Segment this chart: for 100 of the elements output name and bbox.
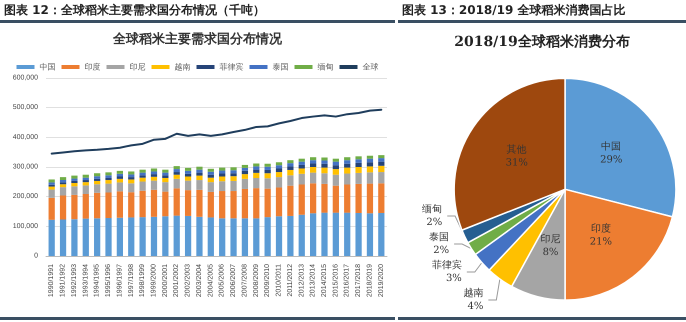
- bar: [105, 178, 112, 180]
- bar: [71, 219, 78, 256]
- bar: [82, 218, 89, 256]
- bar: [344, 174, 350, 185]
- bar: [208, 174, 214, 178]
- bar: [196, 176, 203, 180]
- bar: [174, 188, 180, 216]
- bar: [82, 174, 89, 178]
- bar: [378, 183, 384, 213]
- bar: [287, 175, 294, 186]
- chart-title: 图表 12：全球稻米主要需求国分布情况（千吨）: [0, 0, 395, 23]
- bar: [105, 218, 112, 256]
- bar: [184, 168, 192, 171]
- bar: [230, 191, 237, 218]
- bar: [150, 168, 158, 172]
- bar: [71, 176, 78, 179]
- bar: [162, 175, 168, 178]
- bar: [82, 194, 89, 219]
- bar: [366, 158, 374, 162]
- bar: [298, 174, 305, 185]
- bar: [162, 216, 168, 256]
- bar: [116, 182, 124, 192]
- bar: [242, 178, 248, 189]
- bar: [94, 176, 100, 179]
- bar: [366, 172, 374, 184]
- bar: [264, 178, 271, 189]
- bar: [162, 182, 168, 192]
- bar: [174, 178, 180, 188]
- bar: [332, 169, 339, 175]
- bar: [139, 172, 146, 176]
- bar: [287, 163, 294, 166]
- bar: [264, 164, 271, 167]
- data-label: 8%: [542, 246, 558, 258]
- bar: [321, 173, 328, 184]
- bar: [174, 172, 180, 175]
- bar: [355, 184, 362, 213]
- bar: [253, 166, 260, 170]
- bar: [332, 165, 339, 170]
- bar: [48, 182, 55, 185]
- bar: [116, 174, 124, 176]
- bar: [94, 192, 100, 218]
- bar: [332, 186, 339, 213]
- bar: [208, 217, 214, 256]
- bar: [253, 163, 260, 166]
- slice-label: 缅甸: [422, 203, 442, 215]
- bar: [219, 170, 226, 174]
- bar: [139, 178, 146, 182]
- bar: [128, 171, 134, 174]
- bar: [219, 176, 226, 182]
- bar: [184, 170, 192, 174]
- bar: [264, 217, 271, 256]
- bar: [94, 184, 100, 193]
- bar: [128, 217, 134, 256]
- bar: [344, 184, 350, 213]
- bar: [219, 168, 226, 171]
- bar: [184, 174, 192, 176]
- bar: [321, 164, 328, 168]
- bar: [253, 170, 260, 173]
- bar: [128, 174, 134, 178]
- bar: [355, 172, 362, 184]
- bar: [264, 188, 271, 218]
- bar: [298, 214, 305, 256]
- bar: [162, 170, 168, 173]
- bar: [321, 168, 328, 174]
- bar: [94, 180, 100, 184]
- bar: [230, 167, 237, 170]
- bar: [321, 212, 328, 256]
- bar: [150, 171, 158, 174]
- bar: [242, 164, 248, 168]
- bar: [298, 162, 305, 165]
- bar: [287, 186, 294, 216]
- bar: [253, 188, 260, 218]
- bar: [219, 181, 226, 192]
- bar: [60, 184, 66, 188]
- bar: [378, 172, 384, 184]
- bar: [128, 192, 134, 218]
- bar: [162, 172, 168, 176]
- bar: [162, 178, 168, 182]
- bar: [276, 177, 282, 188]
- bar: [355, 212, 362, 256]
- bar: [128, 179, 134, 184]
- bar: [174, 216, 180, 256]
- bar: [355, 156, 362, 160]
- legend-label: 全球: [362, 62, 378, 72]
- bar: [60, 195, 66, 220]
- bar: [253, 172, 260, 178]
- bar: [355, 167, 362, 173]
- chart-subtitle: 全球稻米主要需求国分布情况: [112, 31, 283, 47]
- data-label: 21%: [590, 236, 612, 248]
- bar: [242, 218, 248, 256]
- bar: [174, 169, 180, 172]
- bar: [298, 168, 305, 174]
- line-series: [50, 108, 382, 155]
- bar: [162, 192, 168, 216]
- bar: [60, 187, 66, 196]
- bar: [276, 165, 282, 168]
- bar: [287, 166, 294, 170]
- bar: [60, 220, 66, 256]
- bar: [105, 180, 112, 184]
- bar: [276, 168, 282, 172]
